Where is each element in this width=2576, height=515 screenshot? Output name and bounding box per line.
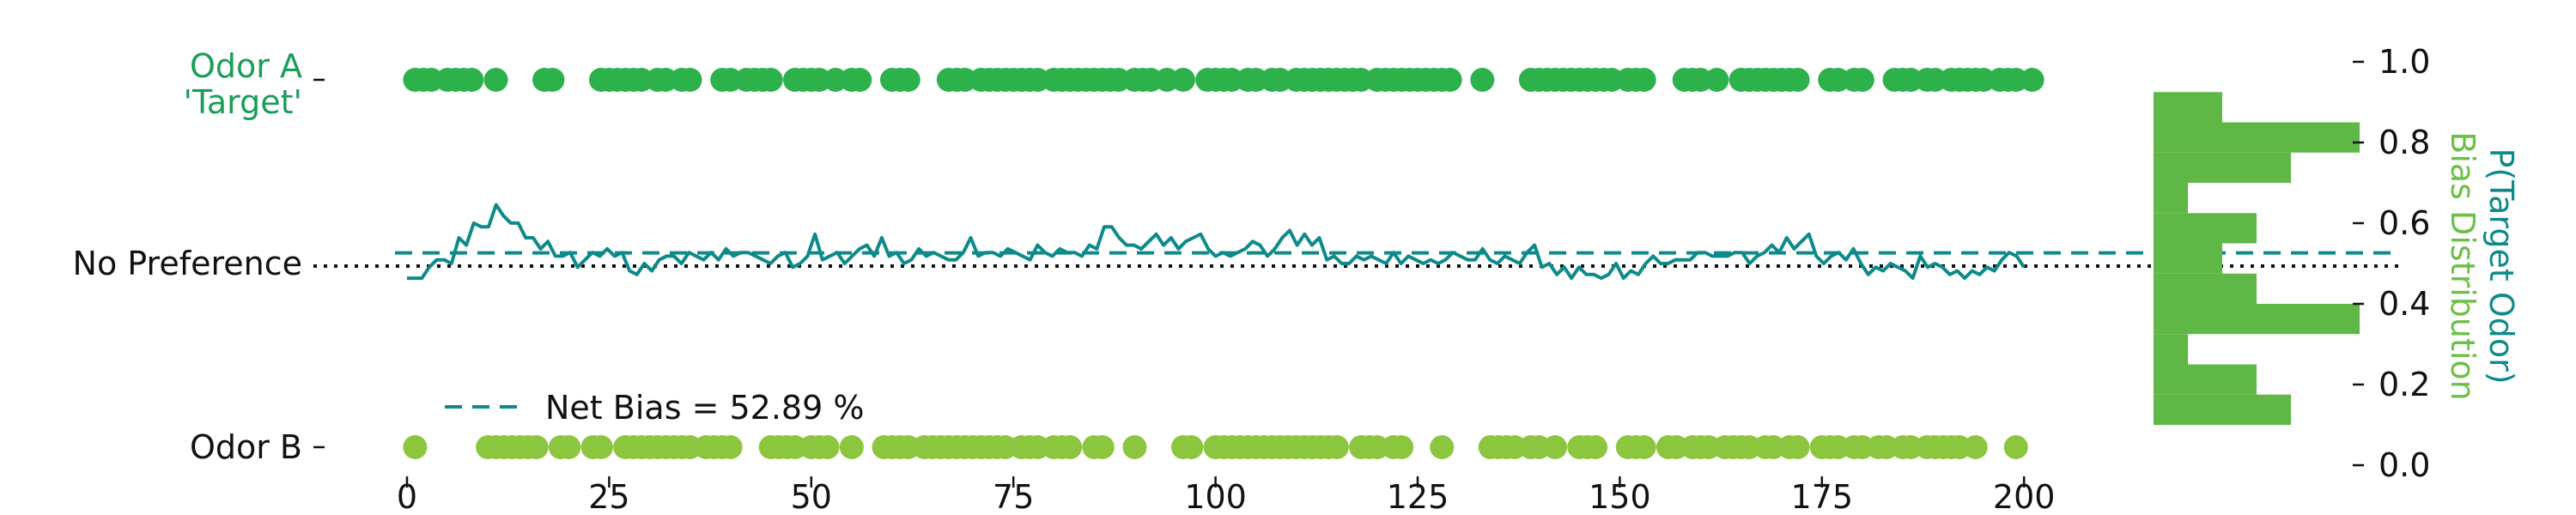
odor-b-trial-dot bbox=[1122, 435, 1147, 459]
histogram-bar bbox=[2154, 304, 2360, 335]
odor-b-trial-dot bbox=[1631, 435, 1656, 459]
odor-b-trial-dot bbox=[815, 435, 840, 459]
odor-a-trial-dot bbox=[758, 68, 783, 92]
x-tick-label: 50 bbox=[791, 478, 832, 515]
odor-a-trial-dot bbox=[459, 68, 484, 92]
odor-b-trials bbox=[403, 435, 2028, 459]
odor-b-trial-dot bbox=[1583, 435, 1608, 459]
x-axis: 0 25 50 75 100 125 150 175 200 bbox=[397, 476, 2056, 515]
odor-b-trial-dot bbox=[403, 435, 428, 459]
odor-a-trial-dot bbox=[540, 68, 565, 92]
x-tick-label: 125 bbox=[1387, 478, 1449, 515]
odor-b-trial-dot bbox=[1090, 435, 1115, 459]
odor-b-trial-dot bbox=[588, 435, 613, 459]
odor-b-label: Odor B bbox=[190, 428, 302, 466]
histogram-bar bbox=[2154, 364, 2257, 395]
legend: Net Bias = 52.89 % bbox=[445, 389, 864, 427]
x-tick-label: 0 bbox=[397, 478, 417, 515]
odor-b-trial-dot bbox=[1963, 435, 1988, 459]
histogram-bar bbox=[2154, 183, 2188, 214]
right-tick-label: 0.8 bbox=[2379, 124, 2430, 161]
odor-b-trial-dot bbox=[718, 435, 743, 459]
odor-a-target-label: 'Target' bbox=[184, 83, 302, 121]
odor-b-trial-dot bbox=[556, 435, 581, 459]
histogram-bar bbox=[2154, 122, 2360, 153]
x-tick-label: 75 bbox=[993, 478, 1034, 515]
right-axis-label-bottom: Bias Distribution bbox=[2444, 131, 2482, 400]
odor-a-trials bbox=[403, 68, 2044, 92]
x-tick-label: 100 bbox=[1184, 478, 1247, 515]
no-preference-label: No Preference bbox=[73, 245, 302, 282]
odor-a-trial-dot bbox=[677, 68, 702, 92]
odor-b-trial-dot bbox=[1179, 435, 1204, 459]
histogram-bar bbox=[2154, 394, 2291, 425]
x-tick-label: 175 bbox=[1791, 478, 1854, 515]
odor-a-trial-dot bbox=[848, 68, 872, 92]
right-axis: 0.0 0.2 0.4 0.6 0.8 1.0 bbox=[2353, 43, 2430, 484]
odor-b-trial-dot bbox=[1324, 435, 1349, 459]
x-tick-label: 150 bbox=[1589, 478, 1651, 515]
x-tick-label: 200 bbox=[1993, 478, 2056, 515]
odor-b-trial-dot bbox=[839, 435, 864, 459]
odor-a-trial-dot bbox=[1704, 68, 1729, 92]
right-tick-label: 0.6 bbox=[2379, 204, 2430, 242]
odor-b-trial-dot bbox=[1389, 435, 1414, 459]
odor-a-trial-dot bbox=[483, 68, 508, 92]
odor-a-trial-dot bbox=[1470, 68, 1495, 92]
odor-a-trial-dot bbox=[1437, 68, 1462, 92]
odor-a-trial-dot bbox=[1631, 68, 1656, 92]
odor-a-trial-dot bbox=[1170, 68, 1195, 92]
histogram-bar bbox=[2154, 213, 2257, 244]
bias-distribution-histogram bbox=[2154, 92, 2360, 425]
odor-b-trial-dot bbox=[524, 435, 549, 459]
odor-a-trial-dot bbox=[1850, 68, 1874, 92]
odor-a-trial-dot bbox=[896, 68, 920, 92]
right-axis-label-top: P(Target Odor) bbox=[2482, 148, 2520, 384]
histogram-bar bbox=[2154, 273, 2257, 304]
legend-label: Net Bias = 52.89 % bbox=[545, 389, 864, 427]
odor-a-label: Odor A bbox=[190, 47, 302, 85]
histogram-bar bbox=[2154, 92, 2222, 123]
histogram-bar bbox=[2154, 243, 2222, 274]
odor-b-trial-dot bbox=[2003, 435, 2028, 459]
odor-b-trial-dot bbox=[1543, 435, 1568, 459]
right-tick-label: 1.0 bbox=[2379, 43, 2430, 81]
histogram-bar bbox=[2154, 334, 2188, 365]
bias-trace bbox=[407, 203, 2026, 281]
right-tick-label: 0.2 bbox=[2379, 366, 2430, 403]
odor-a-trial-dot bbox=[1785, 68, 1810, 92]
right-tick-label: 0.4 bbox=[2379, 285, 2430, 323]
odor-a-trial-dot bbox=[2020, 68, 2044, 92]
right-tick-label: 0.0 bbox=[2379, 446, 2430, 484]
odor-b-trial-dot bbox=[1430, 435, 1455, 459]
histogram-bar bbox=[2154, 152, 2291, 183]
odor-b-trial-dot bbox=[1058, 435, 1083, 459]
x-tick-label: 25 bbox=[588, 478, 629, 515]
odor-b-trial-dot bbox=[1785, 435, 1810, 459]
